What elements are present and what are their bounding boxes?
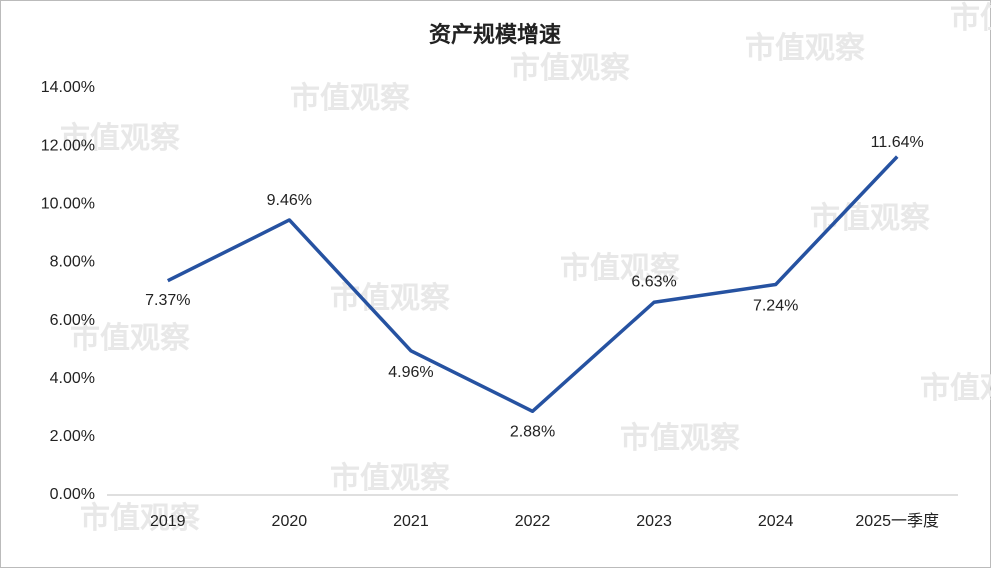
- data-label: 9.46%: [267, 192, 312, 209]
- watermark: 市值观察: [950, 1, 991, 35]
- watermarks: 市值观察市值观察市值观察市值观察市值观察市值观察市值观察市值观察市值观察市值观察…: [60, 1, 991, 535]
- watermark: 市值观察: [510, 51, 631, 85]
- data-label: 2.88%: [510, 423, 555, 440]
- x-tick-label: 2021: [393, 513, 429, 530]
- y-tick-label: 4.00%: [50, 370, 95, 387]
- y-tick-label: 2.00%: [50, 428, 95, 445]
- y-tick-label: 6.00%: [50, 312, 95, 329]
- y-tick-label: 10.00%: [41, 196, 95, 213]
- y-tick-label: 14.00%: [41, 79, 95, 96]
- data-label: 6.63%: [631, 273, 676, 290]
- x-tick-label: 2024: [758, 513, 794, 530]
- data-label: 7.37%: [145, 292, 190, 309]
- watermark: 市值观察: [560, 251, 681, 285]
- watermark: 市值观察: [745, 31, 866, 65]
- watermark: 市值观察: [60, 121, 181, 155]
- watermark: 市值观察: [70, 321, 191, 355]
- x-tick-label: 2023: [636, 513, 672, 530]
- y-tick-label: 8.00%: [50, 254, 95, 271]
- x-tick-label: 2020: [272, 513, 308, 530]
- data-label: 7.24%: [753, 298, 798, 315]
- x-tick-label: 2025一季度: [855, 512, 939, 530]
- y-tick-label: 0.00%: [50, 486, 95, 503]
- data-label: 11.64%: [871, 134, 924, 151]
- line: [167, 155, 899, 414]
- watermark: 市值观察: [620, 421, 741, 455]
- x-tick-label: 2022: [515, 513, 551, 530]
- watermark: 市值观察: [330, 281, 451, 315]
- x-tick-label: 2019: [150, 513, 186, 530]
- chart-title: 资产规模增速: [429, 22, 561, 47]
- watermark: 市值观察: [290, 81, 411, 115]
- watermark: 市值观察: [920, 371, 991, 405]
- watermark: 市值观察: [330, 461, 451, 495]
- watermark: 市值观察: [80, 501, 201, 535]
- y-tick-label: 12.00%: [41, 137, 95, 154]
- data-label: 4.96%: [388, 364, 433, 381]
